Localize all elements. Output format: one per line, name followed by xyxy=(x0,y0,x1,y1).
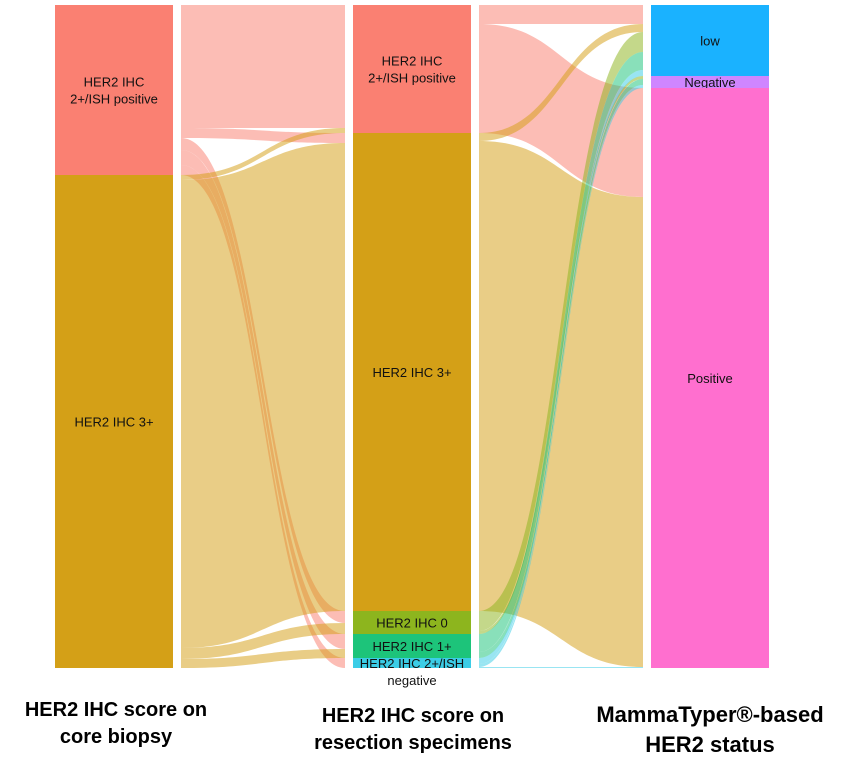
link-rs_0-to-mt_low xyxy=(479,32,643,631)
node-label-line: Negative xyxy=(684,75,735,90)
node-label-rs_0: HER2 IHC 0 xyxy=(376,616,448,631)
node-label-line: HER2 IHC 3+ xyxy=(74,415,153,430)
link-rs_2neg-to-mt_low xyxy=(479,70,643,664)
link-rs_2neg-to-mt_pos xyxy=(479,667,643,668)
column-label-mammatyper: MammaTyper®-based HER2 status xyxy=(570,700,843,760)
node-label-mt_pos: Positive xyxy=(687,371,733,386)
node-label-line: 2+/ISH positive xyxy=(368,71,456,86)
column-label-line: HER2 IHC score on xyxy=(321,705,505,727)
node-mt_neg xyxy=(651,76,769,88)
link-cb_3-to-rs_0 xyxy=(181,623,345,659)
column-label-line: HER2 status xyxy=(645,732,775,757)
links xyxy=(181,5,643,668)
node-rs_3 xyxy=(353,133,471,611)
column-label-resection: HER2 IHC score on resection specimens xyxy=(287,703,539,757)
node-label-line: HER2 IHC 2+/ISH xyxy=(360,656,464,671)
link-rs_2pos-to-mt_low xyxy=(479,5,643,24)
node-label-line: HER2 IHC 0 xyxy=(376,616,448,631)
node-label-line: negative xyxy=(387,673,436,688)
link-cb_3-to-rs_2pos xyxy=(181,128,345,180)
column-label-line: core biopsy xyxy=(59,726,173,748)
node-label-cb_3: HER2 IHC 3+ xyxy=(74,415,153,430)
node-label-line: HER2 IHC 1+ xyxy=(372,639,451,654)
node-rs_1 xyxy=(353,634,471,658)
link-cb_2pos-to-rs_2pos xyxy=(181,5,345,128)
node-rs_0 xyxy=(353,611,471,634)
node-mt_low xyxy=(651,5,769,76)
node-cb_3 xyxy=(55,175,173,668)
node-label-rs_2pos: HER2 IHC 2+/ISH positive xyxy=(368,54,456,86)
column-label-line: MammaTyper®-based xyxy=(596,702,824,727)
node-rs_2neg xyxy=(353,658,471,668)
column-label-line: resection specimens xyxy=(314,732,512,754)
node-label-rs_2neg: HER2 IHC 2+/ISH negative xyxy=(360,656,464,688)
link-rs_2pos-to-mt_pos xyxy=(479,24,643,197)
node-label-line: 2+/ISH positive xyxy=(70,92,158,107)
column-label-line: HER2 IHC score on xyxy=(24,699,208,721)
node-label-mt_low: low xyxy=(700,34,720,49)
link-rs_2neg-to-mt_neg xyxy=(479,85,643,667)
node-label-line: HER2 IHC xyxy=(382,54,443,69)
link-cb_2pos-to-rs_3 xyxy=(181,128,345,143)
node-label-line: low xyxy=(700,34,720,49)
nodes: HER2 IHC 2+/ISH positive HER2 IHC 3+ HER2 I… xyxy=(55,5,769,688)
column-label-core-biopsy: HER2 IHC score on core biopsy xyxy=(0,697,232,751)
node-rs_2pos xyxy=(353,5,471,133)
link-rs_3-to-mt_pos xyxy=(479,141,643,667)
node-label-rs_1: HER2 IHC 1+ xyxy=(372,639,451,654)
node-label-rs_3: HER2 IHC 3+ xyxy=(372,365,451,380)
node-label-mt_neg: Negative xyxy=(684,75,735,90)
node-mt_pos xyxy=(651,88,769,668)
link-cb_3-to-rs_1 xyxy=(181,649,345,668)
node-label-line: Positive xyxy=(687,371,733,386)
node-label-cb_2pos: HER2 IHC 2+/ISH positive xyxy=(70,75,158,107)
link-cb_3-to-rs_3 xyxy=(181,143,345,648)
node-label-line: HER2 IHC xyxy=(84,75,145,90)
link-rs_1-to-mt_low xyxy=(479,52,643,652)
node-cb_2pos xyxy=(55,5,173,175)
node-label-line: HER2 IHC 3+ xyxy=(372,365,451,380)
link-rs_3-to-mt_low xyxy=(479,24,643,141)
